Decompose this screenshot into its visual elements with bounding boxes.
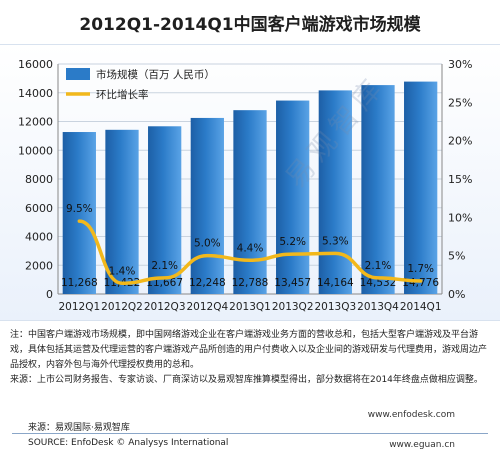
bar-value-label: 14,164 bbox=[317, 277, 354, 289]
y-left-tick-label: 14000 bbox=[18, 87, 53, 100]
x-tick-label: 2012Q4 bbox=[186, 301, 228, 313]
y-left-tick-label: 4000 bbox=[25, 231, 53, 244]
line-value-label: 1.4% bbox=[109, 265, 136, 277]
bar bbox=[62, 132, 96, 294]
bar-value-label: 12,788 bbox=[232, 277, 269, 289]
source-en: SOURCE: EnfoDesk © Analysys Internationa… bbox=[28, 438, 229, 448]
line-value-label: 2.1% bbox=[365, 260, 392, 272]
bar-value-label: 12,248 bbox=[189, 277, 226, 289]
line-value-label: 5.0% bbox=[194, 238, 221, 250]
legend-bar-label: 市场规模（百万 人民币） bbox=[96, 68, 215, 81]
y-left-tick-label: 0 bbox=[46, 288, 53, 301]
note-source: 来源：上市公司财务报告、专家访谈、厂商深访以及易观智库推算模型得出，部分数据将在… bbox=[10, 375, 483, 385]
y-right-tick-label: 10% bbox=[448, 211, 472, 224]
x-tick-label: 2013Q3 bbox=[314, 301, 356, 313]
bar bbox=[318, 90, 352, 294]
x-tick-label: 2013Q4 bbox=[357, 301, 399, 313]
bar-value-label: 14,532 bbox=[360, 277, 397, 289]
y-left-tick-label: 2000 bbox=[25, 259, 53, 272]
bar bbox=[404, 81, 438, 294]
bar bbox=[105, 129, 139, 294]
bar bbox=[190, 117, 224, 294]
line-value-label: 4.4% bbox=[237, 242, 264, 254]
legend-line-label: 环比增长率 bbox=[96, 88, 149, 101]
line-value-label: 2.1% bbox=[151, 260, 178, 272]
bar-value-label: 13,457 bbox=[274, 277, 311, 289]
x-tick-label: 2013Q1 bbox=[229, 301, 271, 313]
y-right-tick-label: 25% bbox=[448, 96, 472, 109]
y-left-tick-label: 16000 bbox=[18, 58, 53, 71]
source-cn: 来源：易观国际·易观智库 bbox=[28, 423, 130, 433]
line-value-label: 1.7% bbox=[407, 263, 434, 275]
y-left-tick-label: 10000 bbox=[18, 144, 53, 157]
x-tick-label: 2012Q1 bbox=[58, 301, 100, 313]
y-right-tick-label: 15% bbox=[448, 173, 472, 186]
bar bbox=[233, 110, 267, 294]
x-tick-label: 2012Q3 bbox=[144, 301, 186, 313]
x-tick-label: 2012Q2 bbox=[101, 301, 143, 313]
line-value-label: 5.3% bbox=[322, 235, 349, 247]
chart-svg: 0 2000 4000 6000 8000 10000 12000 14000 16000 0% 5… bbox=[18, 58, 472, 313]
y-left-tick-label: 12000 bbox=[18, 116, 53, 129]
y-right-tick-label: 0% bbox=[448, 288, 465, 301]
footer-divider bbox=[12, 433, 488, 434]
bar-value-label: 11,268 bbox=[61, 277, 98, 289]
y-left-tick-label: 8000 bbox=[25, 173, 53, 186]
x-tick-label: 2014Q1 bbox=[400, 301, 442, 313]
chart-title: 2012Q1-2014Q1中国客户端游戏市场规模 bbox=[79, 15, 421, 35]
site-link-eguan[interactable]: www.eguan.cn bbox=[389, 440, 455, 450]
series-line-growth bbox=[77, 219, 423, 286]
bar bbox=[276, 100, 310, 294]
line-value-label: 5.2% bbox=[279, 236, 306, 248]
legend-bar-swatch bbox=[66, 68, 90, 80]
site-link-enfodesk[interactable]: www.enfodesk.com bbox=[367, 410, 455, 420]
line-value-label: 9.5% bbox=[66, 203, 93, 215]
y-left-tick-label: 6000 bbox=[25, 202, 53, 215]
y-right-tick-label: 20% bbox=[448, 135, 472, 148]
bar bbox=[148, 126, 182, 295]
x-tick-label: 2013Q2 bbox=[272, 301, 314, 313]
bar bbox=[361, 85, 395, 294]
y-right-tick-label: 30% bbox=[448, 58, 472, 71]
y-right-tick-label: 5% bbox=[448, 250, 465, 263]
notes: 注：中国客户端游戏市场规模，即中国网络游戏企业在客户端游戏业务方面的营收总和，包… bbox=[10, 328, 490, 388]
note-definition: 注：中国客户端游戏市场规模，即中国网络游戏企业在客户端游戏业务方面的营收总和，包… bbox=[10, 330, 488, 370]
